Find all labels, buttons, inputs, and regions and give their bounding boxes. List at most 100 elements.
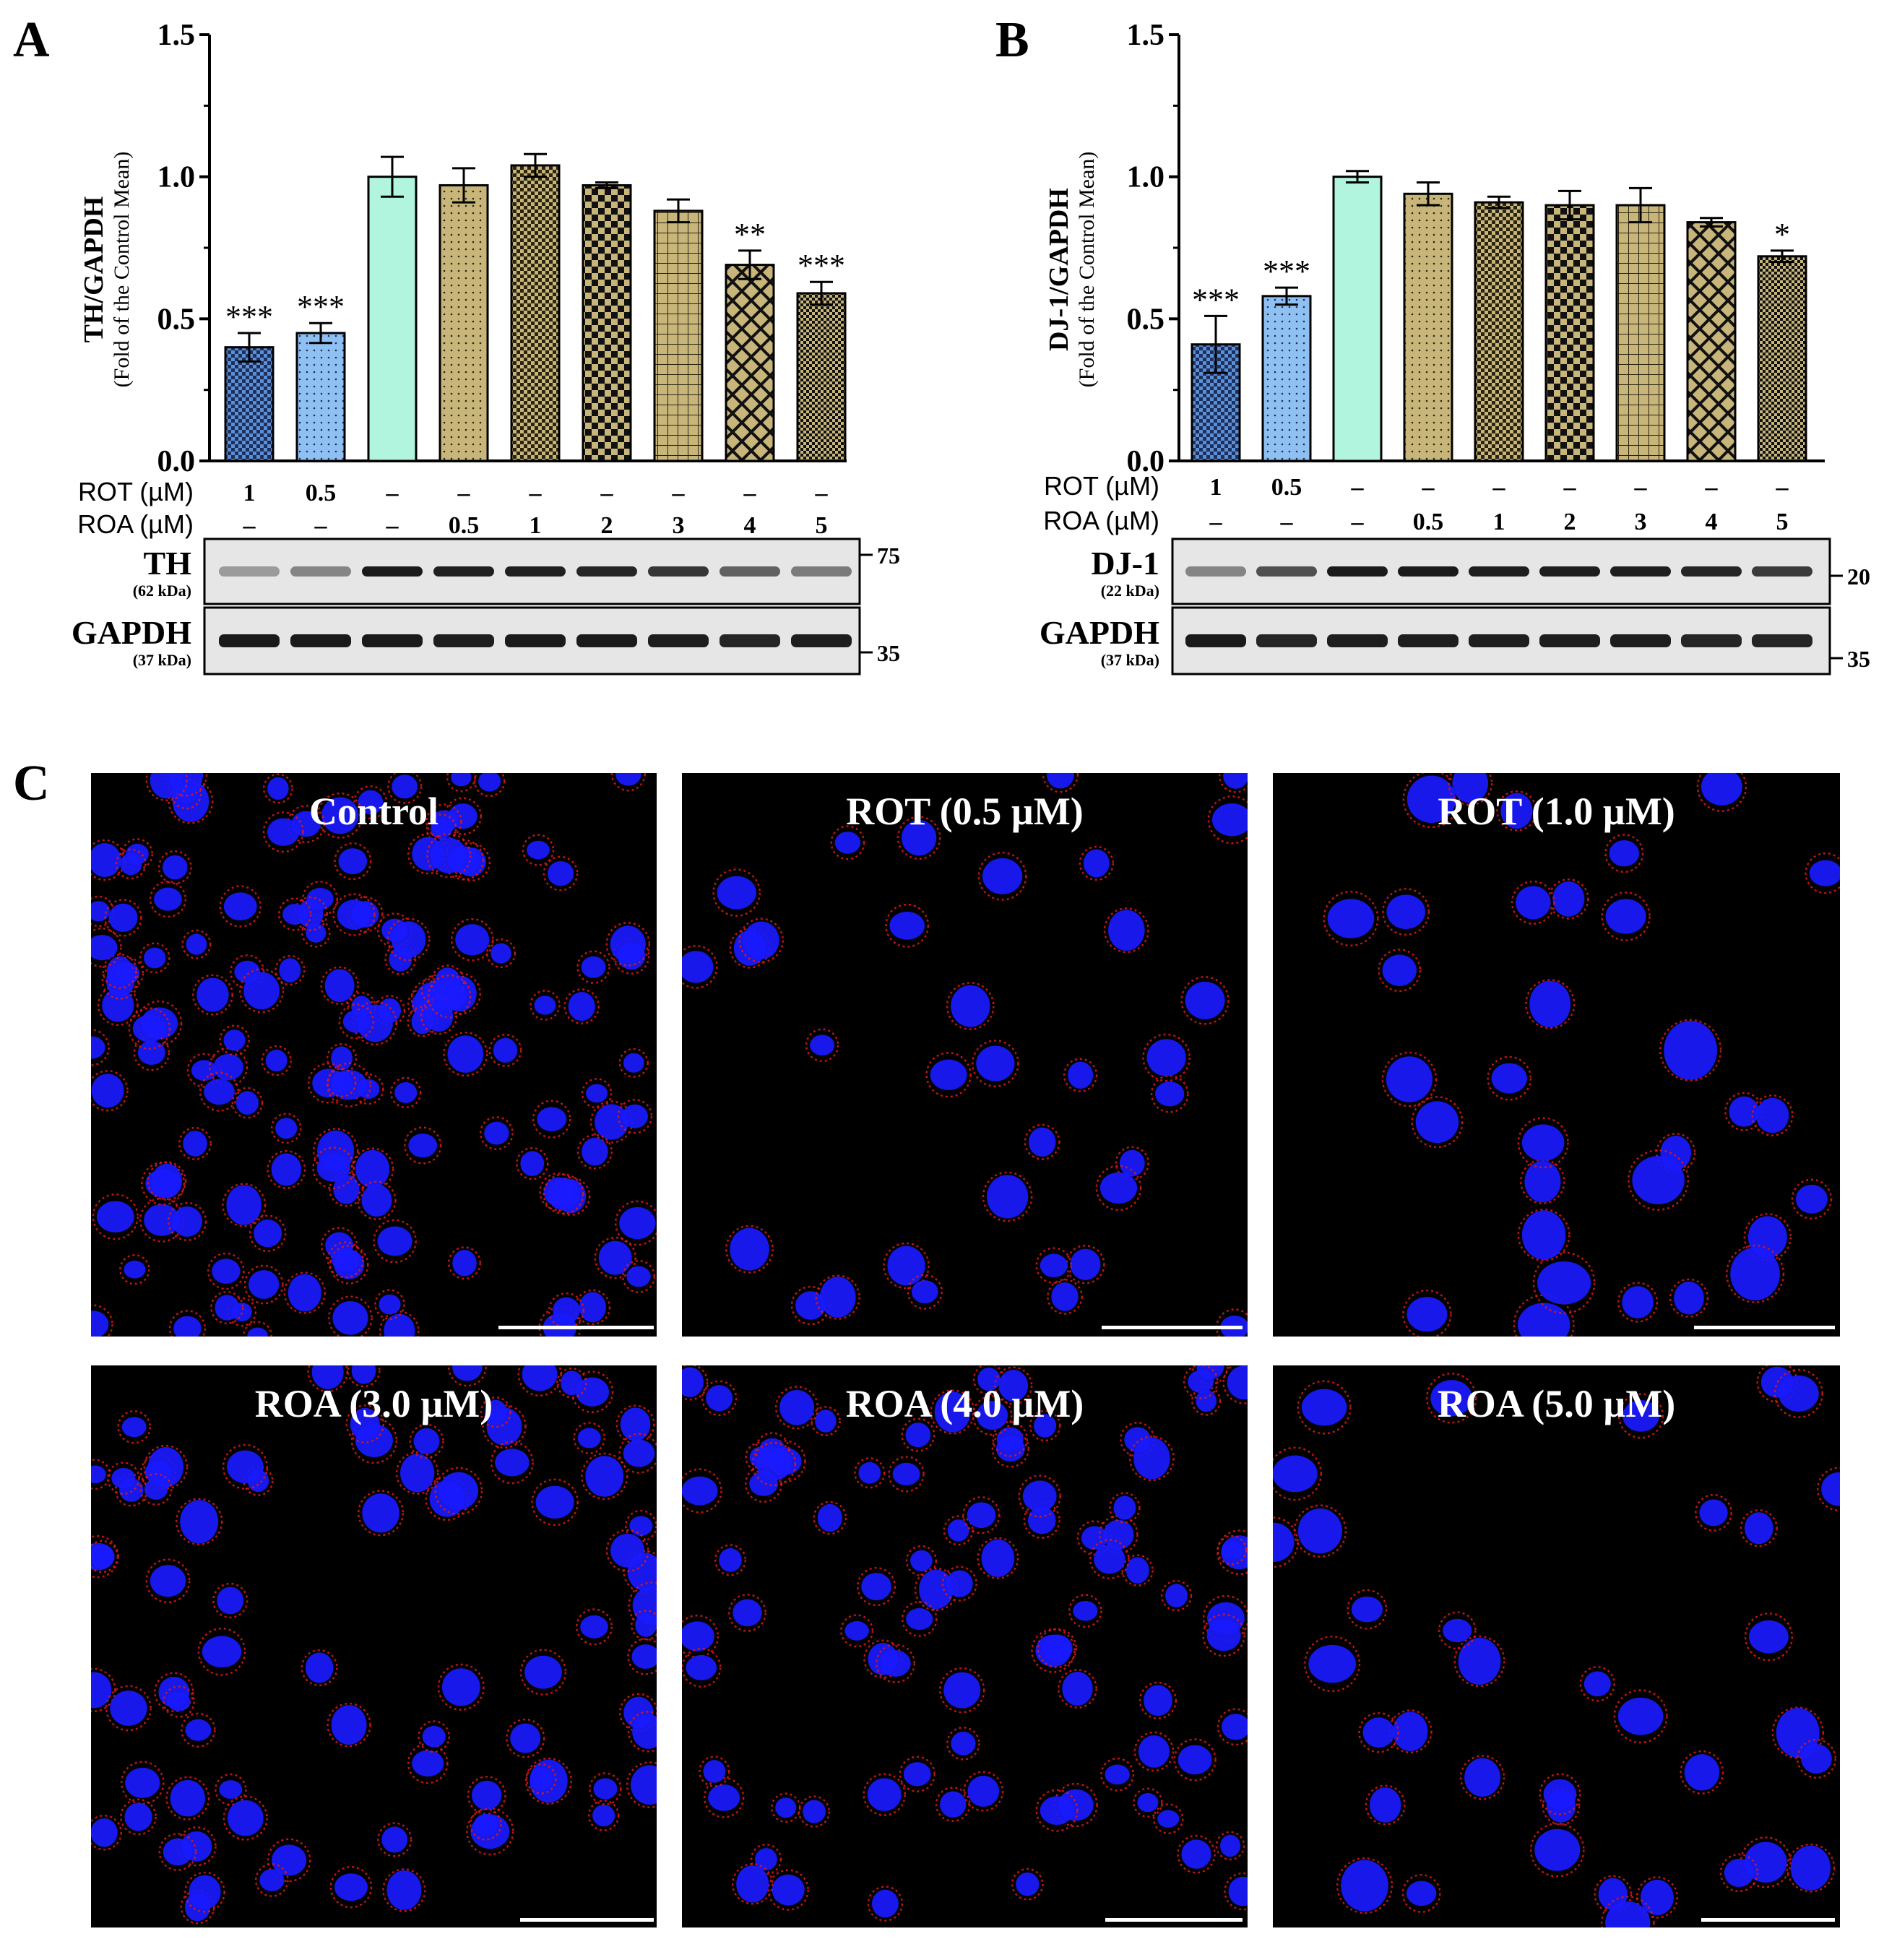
cell-nucleus bbox=[144, 947, 166, 969]
bar bbox=[725, 264, 775, 462]
cell-nucleus bbox=[1083, 849, 1110, 878]
bar bbox=[1261, 295, 1312, 462]
significance-label: *** bbox=[225, 299, 273, 334]
cell-membrane bbox=[158, 1832, 197, 1871]
cell-nucleus bbox=[682, 1367, 704, 1397]
cell-nucleus bbox=[1744, 1842, 1787, 1883]
cell-nucleus bbox=[889, 911, 925, 940]
y-tick-label: 0.5 bbox=[157, 303, 196, 336]
cell-nucleus bbox=[1430, 1380, 1473, 1417]
cell-nucleus bbox=[629, 1516, 653, 1536]
cell-membrane bbox=[373, 1219, 417, 1264]
cell-nucleus bbox=[172, 1206, 203, 1237]
cell-nucleus bbox=[930, 1059, 967, 1090]
cell-nucleus bbox=[306, 923, 327, 943]
roa-dose: – bbox=[314, 512, 328, 539]
rot-dose: – bbox=[1776, 474, 1789, 501]
cell-membrane bbox=[1669, 1278, 1709, 1318]
cell-nucleus bbox=[247, 1327, 268, 1337]
cell-nucleus bbox=[1221, 1714, 1248, 1740]
scale-bar bbox=[498, 1326, 654, 1329]
cell-nucleus bbox=[350, 1407, 380, 1441]
cell-nucleus bbox=[951, 985, 990, 1027]
cell-membrane bbox=[1358, 1711, 1399, 1753]
rot-dose: – bbox=[457, 480, 471, 506]
microscopy-panel: ROT (0.5 µM) bbox=[682, 773, 1248, 1337]
cell-membrane bbox=[1628, 1149, 1690, 1211]
cell-nucleus bbox=[334, 1873, 368, 1901]
cell-nucleus bbox=[547, 1178, 580, 1211]
cell-membrane bbox=[262, 773, 293, 804]
cell-nucleus bbox=[903, 1762, 931, 1787]
cell-membrane bbox=[517, 1365, 562, 1397]
significance-label: *** bbox=[798, 248, 845, 283]
cell-membrane bbox=[505, 1718, 545, 1758]
roa-dose: – bbox=[386, 512, 399, 539]
cell-nucleus bbox=[91, 901, 110, 922]
cell-membrane bbox=[1487, 1055, 1532, 1101]
cell-membrane bbox=[382, 1868, 426, 1912]
panel-label-a: A bbox=[13, 12, 50, 68]
cell-membrane bbox=[115, 848, 147, 880]
cell-membrane bbox=[267, 1838, 311, 1883]
cell-nucleus bbox=[982, 858, 1023, 894]
cell-nucleus bbox=[223, 1029, 246, 1051]
cell-nucleus bbox=[1137, 1792, 1159, 1813]
cell-nucleus bbox=[1458, 1638, 1501, 1685]
cell-membrane bbox=[728, 1593, 767, 1632]
cell-nucleus bbox=[582, 1137, 608, 1166]
cell-membrane bbox=[1029, 1409, 1061, 1442]
cell-nucleus bbox=[333, 1174, 360, 1204]
cell-nucleus bbox=[682, 1621, 714, 1652]
cell-membrane bbox=[1150, 1074, 1189, 1113]
cell-membrane bbox=[581, 1452, 628, 1501]
cell-nucleus bbox=[623, 1053, 644, 1073]
cell-nucleus bbox=[217, 1586, 244, 1615]
cell-nucleus bbox=[1583, 1671, 1611, 1697]
cell-nucleus bbox=[986, 1175, 1029, 1219]
cell-membrane bbox=[307, 1365, 348, 1393]
cell-nucleus bbox=[682, 951, 714, 983]
cell-nucleus bbox=[1041, 1634, 1073, 1662]
scale-bar bbox=[1701, 1918, 1835, 1922]
cell-membrane bbox=[1601, 892, 1651, 941]
cell-membrane bbox=[1511, 880, 1555, 925]
cell-nucleus bbox=[455, 924, 490, 956]
cell-membrane bbox=[1791, 1178, 1833, 1220]
cell-membrane bbox=[750, 1843, 782, 1875]
cell-membrane bbox=[1066, 1244, 1105, 1285]
cell-membrane bbox=[327, 1068, 357, 1098]
cell-nucleus bbox=[619, 1206, 656, 1240]
cell-membrane bbox=[1011, 1868, 1044, 1901]
rot-dose: – bbox=[1492, 474, 1506, 501]
cell-nucleus bbox=[1273, 1522, 1295, 1563]
bar bbox=[367, 176, 418, 462]
cell-nucleus bbox=[342, 1010, 370, 1033]
cell-nucleus bbox=[733, 1599, 762, 1627]
cell-nucleus bbox=[431, 837, 467, 873]
cell-nucleus bbox=[432, 982, 467, 1011]
cell-nucleus bbox=[321, 797, 359, 834]
cell-nucleus bbox=[124, 1260, 146, 1279]
cell-nucleus bbox=[717, 876, 756, 910]
cell-nucleus bbox=[162, 855, 188, 880]
cell-membrane bbox=[627, 1711, 657, 1753]
cell-nucleus bbox=[1144, 1685, 1172, 1717]
cell-membrane bbox=[91, 1667, 116, 1712]
cell-membrane bbox=[581, 1078, 613, 1109]
cell-membrane bbox=[1740, 1509, 1778, 1547]
cell-membrane bbox=[543, 1173, 584, 1215]
cell-nucleus bbox=[144, 1204, 180, 1236]
cell-membrane bbox=[207, 1252, 245, 1290]
cell-nucleus bbox=[1155, 1082, 1185, 1107]
cell-nucleus bbox=[520, 1151, 545, 1176]
cell-nucleus bbox=[1146, 1039, 1186, 1076]
cell-membrane bbox=[856, 1567, 896, 1607]
cell-nucleus bbox=[120, 852, 142, 876]
cell-membrane bbox=[532, 1100, 571, 1139]
cell-membrane bbox=[1459, 1755, 1505, 1800]
cell-nucleus bbox=[1227, 1365, 1248, 1400]
blot-band bbox=[1610, 566, 1671, 577]
cell-membrane bbox=[530, 990, 561, 1021]
cell-nucleus bbox=[491, 943, 511, 964]
